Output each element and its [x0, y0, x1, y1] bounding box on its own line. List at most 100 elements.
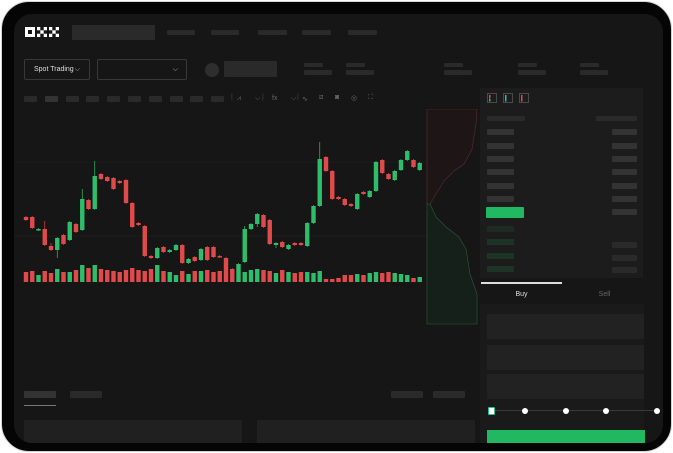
candlestick-chart[interactable] [14, 109, 480, 379]
candle [398, 160, 404, 170]
stat-label [580, 63, 599, 67]
tab-open-orders[interactable] [24, 391, 56, 398]
candle [267, 220, 272, 244]
volume-bar [342, 275, 347, 282]
volume-bar [373, 272, 379, 282]
price-input[interactable] [487, 314, 644, 339]
depth-bids [426, 203, 478, 325]
timeframe-button[interactable] [169, 96, 183, 102]
timeframe-button[interactable] [148, 96, 162, 102]
slider-handle[interactable] [488, 407, 495, 415]
timeframe-button[interactable] [190, 96, 204, 102]
candle [55, 238, 60, 250]
volume-bar [261, 270, 266, 282]
nav-item[interactable] [348, 30, 377, 35]
active-tab-indicator [481, 282, 562, 284]
ask-price [487, 183, 514, 189]
nav-item[interactable] [167, 30, 195, 35]
tab-buy[interactable]: Buy [515, 291, 528, 298]
chevron-down-icon[interactable]: ⌵ [291, 95, 297, 102]
spot-trading-select[interactable]: Spot Trading ⌵ [24, 59, 90, 80]
pair-select[interactable]: ⌵ [97, 59, 187, 80]
ruler-icon[interactable]: ⧄ [319, 94, 324, 101]
nav-item[interactable] [302, 30, 331, 35]
slider-track[interactable] [492, 410, 658, 411]
filter-button[interactable] [391, 391, 423, 398]
slider-step[interactable] [603, 408, 609, 414]
volume-bar [298, 272, 304, 282]
timeframe-button[interactable] [44, 96, 58, 102]
filter-button[interactable] [433, 391, 465, 398]
candle [61, 235, 66, 244]
candle-type-icon[interactable]: ⌵ [255, 95, 261, 102]
buy-button[interactable] [487, 430, 645, 443]
candle [342, 199, 347, 205]
orderbook-view-toggle[interactable] [487, 93, 535, 103]
nav-item[interactable] [211, 30, 239, 35]
stat-label [444, 63, 463, 67]
okx-logo [25, 27, 59, 37]
candle [111, 178, 116, 189]
candle [311, 206, 316, 223]
search-bar[interactable] [72, 25, 155, 40]
candle [73, 224, 79, 232]
volume-bar [142, 271, 147, 282]
candle [123, 180, 129, 203]
candle [36, 229, 41, 231]
stat-value [444, 70, 472, 75]
line-icon[interactable]: ∿ [302, 96, 308, 103]
ask-price [487, 129, 514, 135]
volume-bar [173, 275, 179, 282]
volume-bar [267, 271, 272, 282]
volume-bar [417, 277, 422, 282]
candle [86, 200, 91, 209]
order-card [257, 420, 475, 443]
fx-icon[interactable]: fx [272, 95, 278, 102]
volume-bar [130, 268, 135, 282]
volume-bar [111, 271, 116, 282]
bid-price [487, 253, 514, 259]
timeframe-button[interactable] [65, 96, 79, 102]
timeframe-button[interactable] [107, 96, 121, 102]
tab-order-history[interactable] [70, 391, 102, 398]
candle [317, 159, 322, 206]
timeframe-button[interactable] [24, 96, 37, 102]
volume-bar [167, 272, 172, 282]
candle [23, 217, 29, 220]
tab-sell[interactable]: Sell [598, 291, 611, 298]
candle [355, 194, 360, 209]
candle [161, 247, 166, 252]
candle [336, 197, 341, 199]
volume-bar [380, 273, 385, 282]
candle [192, 257, 197, 261]
amount-input[interactable] [487, 345, 644, 370]
candle [367, 191, 372, 197]
slider-step[interactable] [563, 408, 569, 414]
volume-bar [348, 275, 354, 282]
ask-amount [612, 196, 637, 202]
candle [273, 243, 279, 245]
ask-price [487, 143, 514, 149]
fullscreen-icon[interactable]: ⛶ [368, 94, 373, 101]
candle [223, 258, 229, 270]
timeframe-button[interactable] [86, 96, 100, 102]
volume-bar [136, 270, 141, 282]
nav-item[interactable] [258, 30, 287, 35]
volume-bar [248, 270, 254, 282]
indicator-icon[interactable]: ⩘ [237, 95, 241, 102]
candle [167, 250, 172, 252]
candle [373, 162, 379, 191]
settings-icon[interactable]: ◎ [351, 95, 358, 102]
volume-bar [205, 270, 210, 282]
timeframe-button[interactable] [128, 96, 141, 102]
candle [255, 214, 260, 224]
slider-step[interactable] [654, 408, 660, 414]
volume-bar [123, 270, 129, 282]
slider-step[interactable] [522, 408, 528, 414]
orderbook-both-icon [487, 93, 497, 103]
total-input[interactable] [487, 374, 644, 399]
bid-amount [612, 267, 637, 273]
timeframe-button[interactable] [211, 96, 225, 102]
camera-icon[interactable]: ◙ [335, 94, 340, 101]
